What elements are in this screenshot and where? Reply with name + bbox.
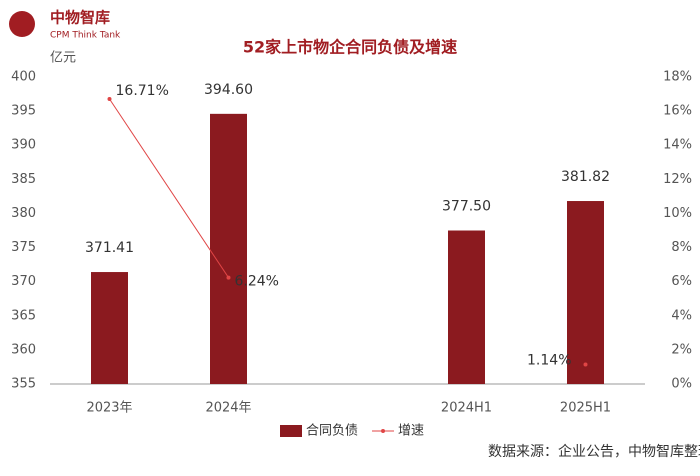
y-tick-label: 390 — [11, 138, 36, 153]
legend-label: 合同负债 — [306, 424, 358, 439]
y-axis-label: 亿元 — [50, 51, 76, 66]
y2-tick-label: 10% — [663, 206, 692, 221]
y2-tick-label: 12% — [663, 172, 692, 187]
y2-tick-label: 0% — [671, 377, 692, 392]
line-value-label: 1.14% — [527, 353, 571, 369]
bar — [448, 230, 485, 384]
x-tick-label: 2024H1 — [441, 401, 492, 416]
y2-tick-label: 8% — [671, 240, 692, 255]
bar-value-label: 394.60 — [204, 82, 253, 98]
y-tick-label: 365 — [11, 308, 36, 323]
bar-value-label: 381.82 — [561, 169, 610, 185]
bar — [567, 201, 604, 384]
line-value-label: 6.24% — [235, 274, 279, 290]
y-tick-label: 385 — [11, 172, 36, 187]
y-tick-label: 375 — [11, 240, 36, 255]
x-tick-label: 2024年 — [205, 401, 251, 416]
bar — [91, 272, 128, 384]
legend-label: 增速 — [398, 424, 424, 439]
y2-tick-label: 6% — [671, 274, 692, 289]
logo-subtitle: CPM Think Tank — [50, 31, 121, 41]
x-tick-label: 2023年 — [86, 401, 132, 416]
line-marker — [583, 362, 588, 367]
x-tick-label: 2025H1 — [560, 401, 611, 416]
bar-value-label: 377.50 — [442, 199, 491, 215]
line-value-label: 16.71% — [116, 83, 169, 99]
y2-tick-label: 18% — [663, 70, 692, 85]
y2-tick-label: 4% — [671, 308, 692, 323]
line-marker — [107, 97, 112, 102]
y-tick-label: 400 — [11, 70, 36, 85]
legend-swatch — [280, 425, 302, 437]
source: 数据来源：企业公告，中物智库整理 — [488, 443, 700, 460]
chart-title: 52家上市物企合同负债及增速 — [243, 38, 457, 57]
y-tick-label: 395 — [11, 104, 36, 119]
y-tick-label: 355 — [11, 377, 36, 392]
line — [110, 99, 586, 365]
bar-value-label: 371.41 — [85, 240, 134, 256]
y2-tick-label: 2% — [671, 342, 692, 357]
y-tick-label: 370 — [11, 274, 36, 289]
y2-tick-label: 14% — [663, 138, 692, 153]
legend-swatch-marker — [381, 429, 386, 433]
bar — [210, 113, 247, 384]
y-tick-label: 380 — [11, 206, 36, 221]
line-marker — [226, 275, 231, 280]
logo-name: 中物智库 — [50, 9, 110, 27]
logo-icon — [9, 11, 35, 37]
y-tick-label: 360 — [11, 342, 36, 357]
y2-tick-label: 16% — [663, 104, 692, 119]
